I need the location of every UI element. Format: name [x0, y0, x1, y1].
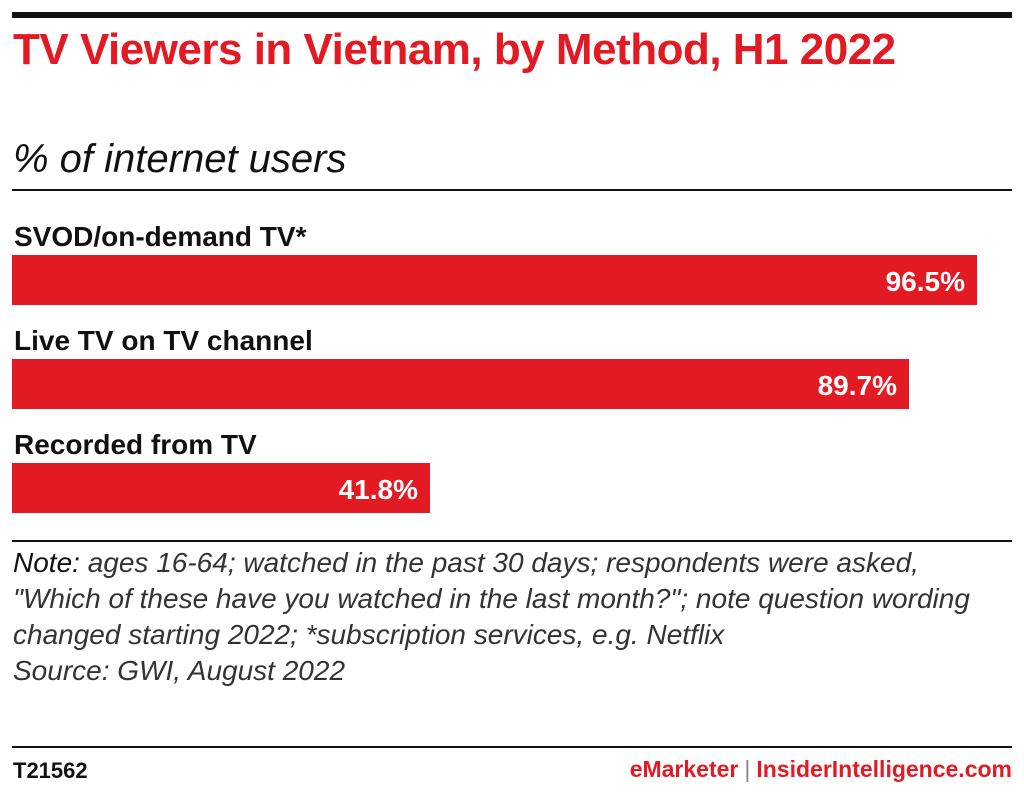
subtitle-divider	[12, 189, 1012, 191]
value-label: 89.7%	[818, 370, 897, 401]
bar	[12, 463, 430, 513]
top-rule	[12, 12, 1012, 18]
footer-brand: eMarketer | InsiderIntelligence.com	[630, 756, 1012, 783]
value-label: 96.5%	[886, 266, 965, 297]
note-divider	[12, 540, 1012, 542]
chart-title: TV Viewers in Vietnam, by Method, H1 202…	[13, 25, 896, 74]
source-text: Source: GWI, August 2022	[13, 655, 346, 686]
bar	[12, 359, 909, 409]
bar-chart: SVOD/on-demand TV* 96.5% Live TV on TV cha…	[12, 221, 977, 513]
value-label: 41.8%	[339, 474, 418, 505]
chart-id: T21562	[13, 758, 88, 783]
category-label: SVOD/on-demand TV*	[14, 221, 307, 252]
note-text: ages 16-64; watched in the past 30 days;…	[13, 547, 970, 650]
chart-subtitle: % of internet users	[13, 137, 347, 181]
footer-divider	[12, 746, 1012, 748]
note-label: Note:	[13, 547, 80, 578]
brand-separator: |	[744, 756, 751, 782]
category-label: Live TV on TV channel	[14, 325, 313, 356]
chart-note: Note: ages 16-64; watched in the past 30…	[13, 545, 1013, 689]
brand-emarketer[interactable]: eMarketer	[629, 756, 739, 782]
category-label: Recorded from TV	[14, 429, 257, 460]
brand-insiderintelligence[interactable]: InsiderIntelligence.com	[756, 756, 1012, 782]
bar	[12, 255, 977, 305]
